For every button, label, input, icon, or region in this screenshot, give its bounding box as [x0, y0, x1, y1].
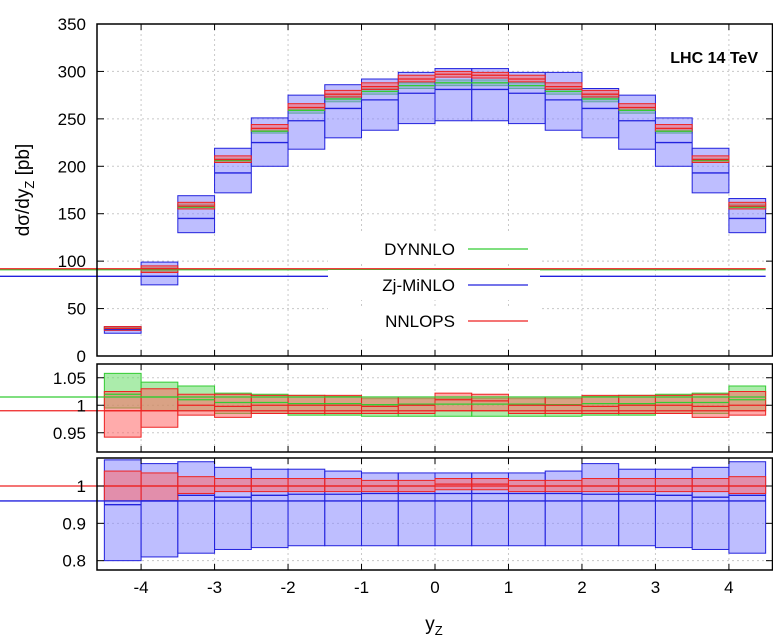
- y-tick-label: 50: [67, 300, 86, 319]
- band-zj-minlo: [544, 71, 583, 131]
- band-nnlops: [140, 388, 179, 428]
- band-zj-minlo: [581, 463, 620, 547]
- y-tick-label: 100: [58, 252, 86, 271]
- band-nnlops: [250, 478, 289, 493]
- y-tick-label: 250: [58, 110, 86, 129]
- band-nnlops: [287, 478, 326, 493]
- band-nnlops: [728, 391, 767, 416]
- band-zj-minlo: [691, 147, 730, 194]
- band-nnlops: [654, 478, 693, 493]
- band-zj-minlo: [177, 195, 216, 234]
- y-tick-label: 0.8: [62, 552, 86, 571]
- legend-label-nnlops: NNLOPS: [385, 312, 455, 331]
- legend-label-zj-minlo: Zj-MiNLO: [382, 276, 455, 295]
- legend: DYNNLO Zj-MiNLO NNLOPS: [328, 234, 540, 336]
- band-nnlops: [434, 392, 473, 412]
- x-tick-label: -1: [354, 578, 369, 597]
- x-tick-label: 3: [651, 578, 660, 597]
- x-tick-label: 1: [504, 578, 513, 597]
- y-tick-label: 350: [58, 15, 86, 34]
- x-tick-label: -3: [207, 578, 222, 597]
- y-axis-title-unit: [pb]: [13, 144, 34, 181]
- band-nnlops: [177, 476, 216, 494]
- y-axis-title-main: dσ/dy: [13, 188, 34, 236]
- band-zj-minlo: [214, 147, 252, 194]
- band-zj-minlo: [177, 461, 216, 554]
- band-nnlops: [691, 478, 730, 493]
- band-nnlops: [618, 478, 656, 493]
- y-tick-label: 0.95: [53, 424, 86, 443]
- y-tick-label: 300: [58, 62, 86, 81]
- band-nnlops: [324, 478, 363, 493]
- x-tick-label: 2: [577, 578, 586, 597]
- central-lines: [0, 73, 766, 506]
- band-nnlops: [581, 478, 620, 493]
- x-axis-title: yZ: [425, 614, 443, 638]
- ticks: 0 50 100 150 200 250 300 350 0.95 1 1.05 0.8 0.9 1 -4 -…: [53, 15, 773, 597]
- x-axis-title-sub: Z: [435, 623, 443, 638]
- y-tick-label: 0: [77, 347, 86, 366]
- legend-label-dynnlo: DYNNLO: [384, 240, 455, 259]
- x-tick-label: -4: [134, 578, 149, 597]
- y-tick-label: 200: [58, 157, 86, 176]
- x-tick-label: -2: [280, 578, 295, 597]
- y-tick-label: 150: [58, 205, 86, 224]
- y-tick-label: 1: [77, 396, 86, 415]
- x-tick-label: 4: [724, 578, 733, 597]
- y-tick-label: 1: [77, 477, 86, 496]
- band-nnlops: [214, 478, 252, 493]
- x-axis-title-main: y: [425, 614, 435, 635]
- y-axis-title-sub: Z: [22, 181, 37, 189]
- x-tick-label: 0: [430, 578, 439, 597]
- annotation-label: LHC 14 TeV: [670, 50, 758, 67]
- y-tick-label: 0.9: [62, 514, 86, 533]
- band-nnlops: [103, 391, 142, 438]
- y-tick-label: 1.05: [53, 369, 86, 388]
- y-axis-title: dσ/dyZ [pb]: [13, 144, 37, 237]
- band-nnlops: [140, 472, 179, 502]
- band-zj-minlo: [728, 461, 767, 554]
- band-nnlops: [728, 476, 767, 494]
